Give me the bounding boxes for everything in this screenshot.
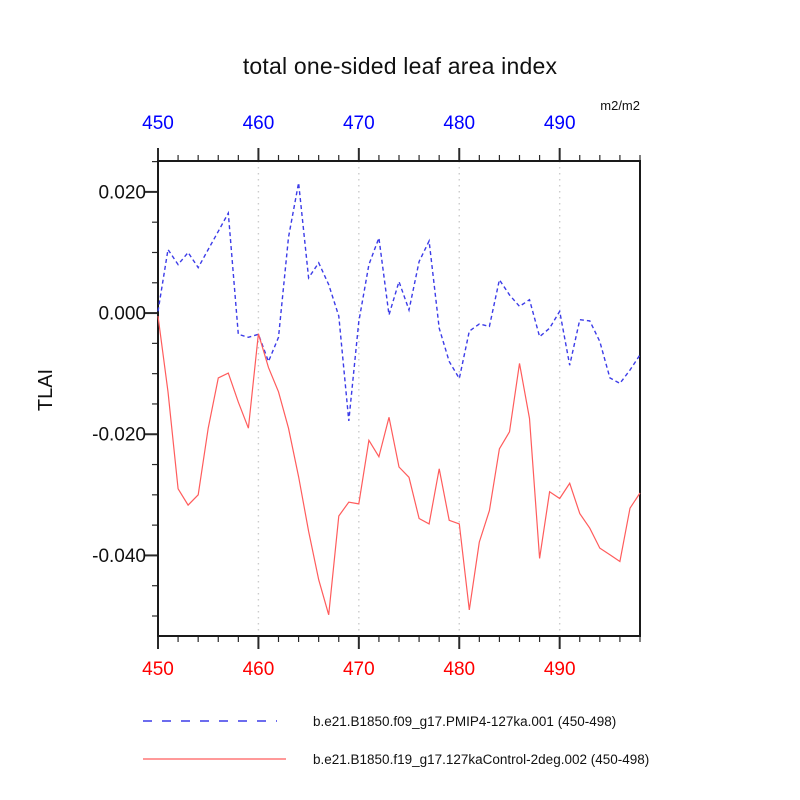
- bottom-axis-tick-label: 460: [243, 659, 275, 680]
- top-axis-tick-label: 480: [443, 113, 475, 134]
- top-axis-tick-label: 450: [142, 113, 174, 134]
- chart-title: total one-sided leaf area index: [242, 53, 558, 79]
- y-axis-tick-label: -0.020: [92, 425, 146, 446]
- top-axis-tick-label: 470: [343, 113, 375, 134]
- series-line-0: [157, 182, 641, 421]
- bottom-axis-tick-label: 490: [544, 659, 576, 680]
- series-line-1: [157, 316, 641, 615]
- bottom-axis-tick-label: 480: [443, 659, 475, 680]
- bottom-axis-tick-label: 470: [343, 659, 375, 680]
- y-axis-tick-label: 0.000: [98, 304, 146, 325]
- bottom-axis-tick-label: 450: [142, 659, 174, 680]
- y-axis-tick-label: 0.020: [98, 182, 146, 203]
- top-axis-tick-label: 460: [243, 113, 275, 134]
- plot-frame: [157, 160, 641, 637]
- y-axis-tick-label: -0.040: [92, 546, 146, 567]
- units-label: m2/m2: [600, 98, 640, 113]
- legend-label-control: b.e21.B1850.f19_g17.127kaControl-2deg.00…: [313, 752, 650, 767]
- legend-label-pmip4: b.e21.B1850.f09_g17.PMIP4-127ka.001 (450…: [313, 714, 617, 729]
- top-axis-tick-label: 490: [544, 113, 576, 134]
